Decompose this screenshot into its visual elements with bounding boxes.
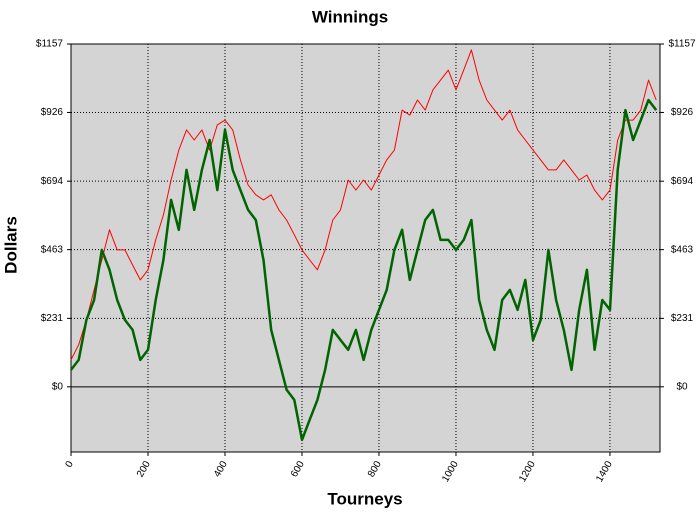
y2-tick-label: $694 xyxy=(671,176,694,187)
y-axis-label: Dollars xyxy=(1,216,20,274)
x-axis-label: Tourneys xyxy=(327,489,402,508)
chart-title: Winnings xyxy=(312,7,388,26)
y-tick-label: $694 xyxy=(41,176,64,187)
x-tick-label: 1000 xyxy=(440,459,461,484)
x-tick-label: 600 xyxy=(289,459,307,479)
series-line xyxy=(70,49,657,361)
x-tick-label: 200 xyxy=(135,459,153,479)
x-tick-label: 1400 xyxy=(594,459,615,484)
y2-tick-label: $926 xyxy=(671,107,694,118)
x-tick-label: 1200 xyxy=(517,459,538,484)
plot-area xyxy=(70,43,661,453)
series-line xyxy=(70,98,658,442)
y2-tick-label: $1157 xyxy=(668,39,696,50)
y-tick-label: $0 xyxy=(52,381,64,392)
y-tick-label: $926 xyxy=(41,107,64,118)
y-tick-label: $463 xyxy=(41,244,64,255)
y-tick-label: $231 xyxy=(41,313,64,324)
y2-tick-label: $231 xyxy=(671,313,694,324)
x-tick-label: 400 xyxy=(212,459,230,479)
y2-tick-label: $0 xyxy=(676,381,688,392)
x-tick-label: 800 xyxy=(366,459,384,479)
x-tick-label: 0 xyxy=(64,459,77,470)
y2-tick-label: $463 xyxy=(671,244,694,255)
y-tick-label: $1157 xyxy=(36,39,64,50)
